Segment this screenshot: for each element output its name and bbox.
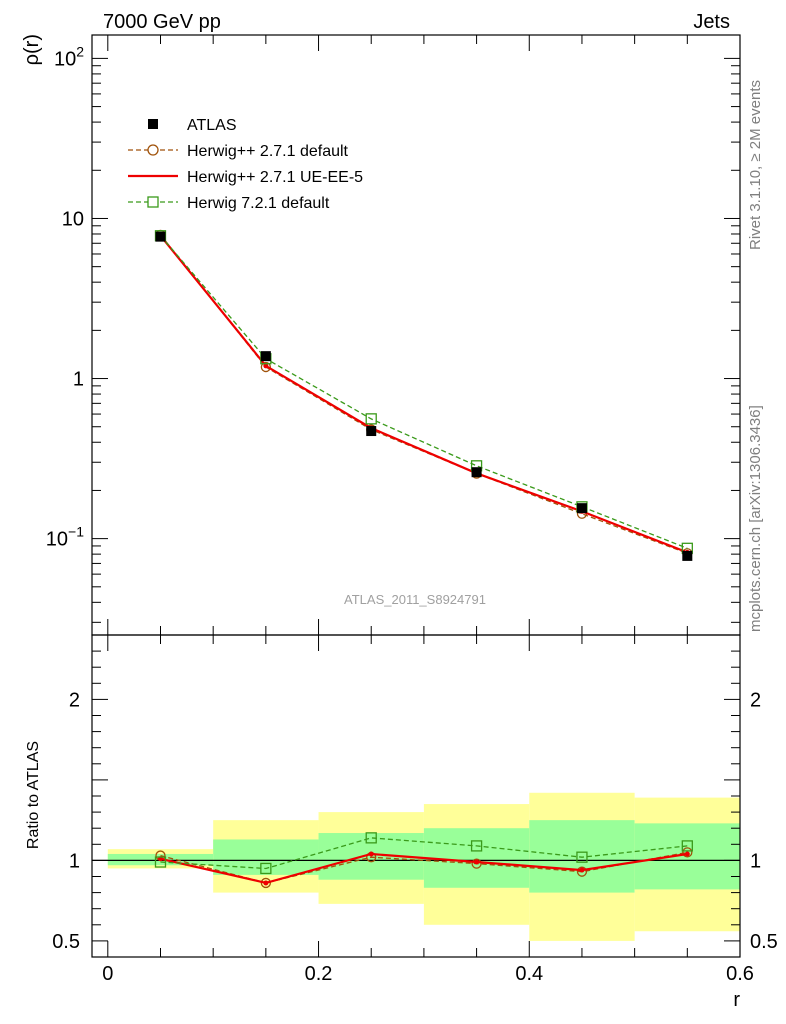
- x-tick-label: 0.6: [726, 963, 754, 985]
- data-point-square: [365, 413, 377, 425]
- y-tick-label: 102: [54, 43, 84, 70]
- data-point-dot: [684, 851, 690, 857]
- series-line: [160, 837, 688, 870]
- ratio-y-tick-label-right: 1: [750, 850, 761, 872]
- legend-label: Herwig 7.2.1 default: [187, 195, 330, 212]
- data-point-atlas: [682, 550, 693, 561]
- series-line: [159, 234, 688, 554]
- ratio-y-axis-label: Ratio to ATLAS: [25, 741, 42, 849]
- x-tick-label: 0.4: [515, 963, 543, 985]
- ratio-y-tick-label-left: 0.5: [52, 931, 80, 953]
- legend: ATLAS Herwig++ 2.7.1 default Herwig++ 2.7.…: [128, 117, 363, 212]
- ratio-y-tick-label-right: 2: [750, 689, 761, 711]
- x-tick-label: 0.2: [305, 963, 333, 985]
- data-point-dot: [474, 859, 480, 865]
- data-point-atlas: [155, 231, 166, 242]
- data-point-atlas: [576, 503, 587, 514]
- legend-label: Herwig++ 2.7.1 default: [187, 143, 349, 160]
- series-line: [159, 235, 688, 554]
- uncertainty-band-inner: [529, 820, 635, 893]
- header-right: Jets: [693, 11, 730, 33]
- y-tick-label: 10−1: [46, 524, 84, 551]
- data-point-square: [576, 851, 588, 863]
- data-point-circle: [260, 361, 272, 373]
- analysis-watermark: ATLAS_2011_S8924791: [344, 592, 486, 607]
- data-point-square: [470, 840, 483, 852]
- data-point-dot: [368, 851, 374, 857]
- data-point-square: [260, 862, 272, 875]
- data-point-square: [681, 840, 693, 852]
- data-point-circle: [682, 847, 693, 858]
- legend-label: ATLAS: [187, 117, 237, 134]
- x-axis-label: r: [733, 989, 740, 1011]
- data-point-atlas: [260, 351, 271, 362]
- ratio-y-tick-label-left: 2: [69, 689, 80, 711]
- rivet-label: Rivet 3.1.10, ≥ 2M events: [747, 80, 764, 250]
- data-point-circle: [576, 866, 588, 877]
- data-point-dot: [263, 363, 269, 369]
- legend-marker-square: [147, 196, 159, 208]
- y-tick-label: 10: [62, 208, 84, 230]
- data-point-atlas: [366, 426, 377, 437]
- ratio-y-tick-label-right: 0.5: [750, 931, 778, 953]
- data-point-dot: [263, 880, 269, 886]
- header-left: 7000 GeV pp: [103, 11, 221, 33]
- ratio-y-tick-label-left: 1: [69, 850, 80, 872]
- data-point-dot: [579, 867, 585, 873]
- legend-marker-circle: [147, 144, 159, 156]
- main-plot-panel: 102 10 1 10−1 ATLAS Herwig++ 2.7.1 default Her…: [46, 34, 741, 636]
- legend-marker-atlas: [148, 119, 158, 129]
- data-point-square: [154, 856, 167, 868]
- mcplots-label: mcplots.cern.ch [arXiv:1306.3436]: [747, 405, 764, 632]
- main-y-axis-label: ρ(r): [21, 34, 43, 65]
- ratio-plot-panel: 0 0.2 0.4 0.6 2 2 1 1 0.5 0.5: [52, 35, 778, 985]
- x-tick-label: 0: [102, 963, 113, 985]
- data-point-square: [365, 832, 377, 844]
- series-line: [160, 235, 688, 549]
- legend-label: Herwig++ 2.7.1 UE-EE-5: [187, 169, 363, 186]
- uncertainty-band-inner: [423, 828, 530, 888]
- y-tick-label: 1: [73, 369, 84, 391]
- data-point-circle: [471, 858, 482, 869]
- series-line: [160, 852, 688, 885]
- data-point-atlas: [471, 467, 482, 478]
